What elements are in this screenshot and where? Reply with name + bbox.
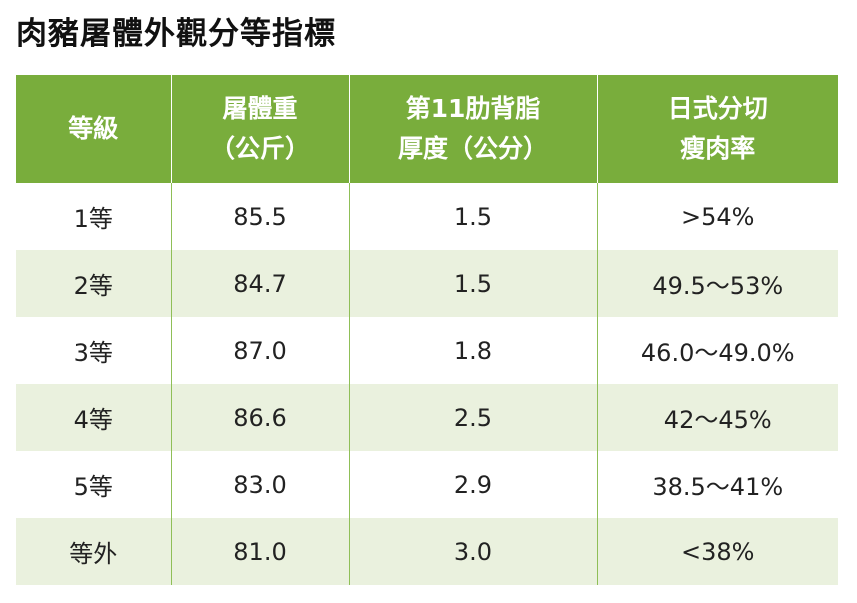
cell-lean-ratio: 46.0～49.0% (597, 317, 838, 384)
cell-grade: 5等 (16, 451, 172, 518)
cell-grade: 4等 (16, 384, 172, 451)
header-backfat-unit: 厚度（公分） (397, 134, 548, 163)
cell-lean-ratio: <38% (597, 518, 838, 585)
header-backfat-label: 第11肋背脂 (405, 94, 541, 123)
cell-backfat: 1.5 (349, 183, 598, 250)
cell-lean-ratio: >54% (597, 183, 838, 250)
header-carcass-weight-label: 屠體重 (222, 94, 298, 123)
cell-grade: 2等 (16, 250, 172, 317)
cell-backfat: 3.0 (349, 518, 598, 585)
page-title: 肉豬屠體外觀分等指標 (16, 16, 336, 52)
cell-carcass-weight: 87.0 (171, 317, 350, 384)
cell-grade: 3等 (16, 317, 172, 384)
header-lean-ratio-label: 日式分切 (667, 94, 768, 123)
header-grade-label: 等級 (68, 114, 119, 143)
header-lean-ratio: 日式分切 瘦肉率 (597, 75, 838, 183)
table-row: 5等 83.0 2.9 38.5～41% (16, 451, 838, 518)
table-row: 1等 85.5 1.5 >54% (16, 183, 838, 250)
cell-backfat: 1.5 (349, 250, 598, 317)
cell-backfat: 1.8 (349, 317, 598, 384)
table-row: 2等 84.7 1.5 49.5～53% (16, 250, 838, 317)
cell-backfat: 2.9 (349, 451, 598, 518)
header-carcass-weight-unit: （公斤） (209, 134, 310, 163)
header-carcass-weight: 屠體重 （公斤） (171, 75, 350, 183)
table-row: 4等 86.6 2.5 42～45% (16, 384, 838, 451)
cell-lean-ratio: 38.5～41% (597, 451, 838, 518)
cell-carcass-weight: 85.5 (171, 183, 350, 250)
cell-carcass-weight: 86.6 (171, 384, 350, 451)
header-backfat: 第11肋背脂 厚度（公分） (349, 75, 598, 183)
cell-carcass-weight: 84.7 (171, 250, 350, 317)
table-header-row: 等級 屠體重 （公斤） 第11肋背脂 厚度（公分） 日式分切 瘦肉率 (16, 75, 838, 183)
header-lean-ratio-label-2: 瘦肉率 (680, 134, 756, 163)
cell-backfat: 2.5 (349, 384, 598, 451)
cell-grade: 1等 (16, 183, 172, 250)
table-row: 等外 81.0 3.0 <38% (16, 518, 838, 585)
cell-carcass-weight: 81.0 (171, 518, 350, 585)
table-row: 3等 87.0 1.8 46.0～49.0% (16, 317, 838, 384)
header-grade: 等級 (16, 75, 172, 183)
cell-lean-ratio: 42～45% (597, 384, 838, 451)
grading-table: 等級 屠體重 （公斤） 第11肋背脂 厚度（公分） 日式分切 瘦肉率 1等 85… (16, 75, 838, 585)
cell-grade: 等外 (16, 518, 172, 585)
cell-lean-ratio: 49.5～53% (597, 250, 838, 317)
cell-carcass-weight: 83.0 (171, 451, 350, 518)
